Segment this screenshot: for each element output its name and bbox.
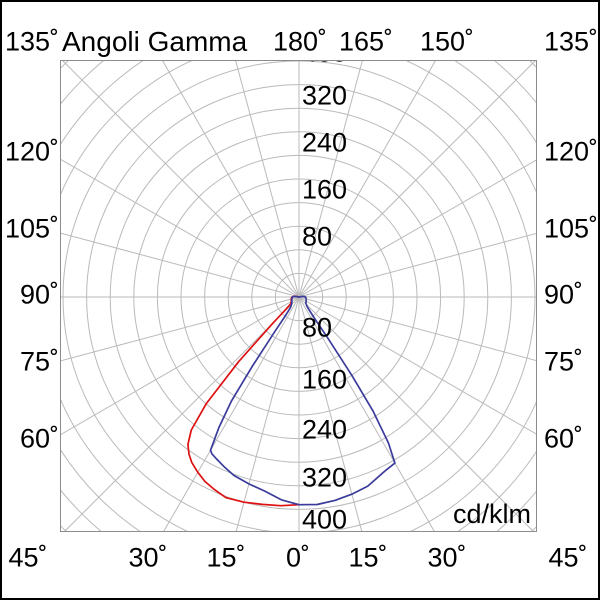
angle-label-top-135-right: 135˚	[544, 26, 599, 57]
angle-label-top-150: 150˚	[419, 26, 475, 57]
grid-ray	[298, 61, 363, 298]
angle-label-bottom-15-right: 15˚	[348, 542, 388, 573]
angle-label-right-120: 120˚	[544, 136, 599, 167]
grid-ray	[235, 61, 300, 298]
grid-ray	[298, 296, 536, 362]
polar-chart-canvas	[61, 61, 536, 531]
angle-label-left-90: 90˚	[19, 279, 59, 310]
polar-plot-area: 400 320 240 160 80 80 160 240 320 400 cd…	[60, 60, 537, 532]
grid-ray	[298, 296, 534, 531]
angle-label-top-165: 165˚	[338, 26, 394, 57]
grid-ray	[298, 61, 536, 298]
grid-ray	[298, 61, 436, 298]
angle-label-bottom-0: 0˚	[285, 542, 311, 573]
grid-ray	[61, 159, 300, 298]
grid-ray	[61, 296, 300, 362]
page-title: Angoli Gamma	[62, 26, 248, 57]
grid-ray	[162, 61, 300, 298]
angle-label-right-105: 105˚	[544, 213, 599, 244]
grid-ray	[64, 296, 300, 531]
radial-label-down-320: 320	[302, 462, 348, 493]
angle-label-right-90: 90˚	[544, 279, 584, 310]
angle-label-bottom-45-right: 45˚	[548, 542, 588, 573]
curve-blue-plane	[209, 295, 396, 506]
angle-label-bottom-45-left: 45˚	[8, 542, 48, 573]
angle-label-top-135-left: 135˚	[4, 26, 59, 57]
angle-label-top-180: 180˚	[272, 26, 328, 57]
angle-label-left-120: 120˚	[4, 136, 59, 167]
grid-ray	[61, 296, 300, 435]
angle-label-right-60: 60˚	[544, 423, 584, 454]
unit-label: cd/klm	[452, 499, 531, 529]
grid-ray	[298, 232, 536, 298]
grid-ray	[61, 232, 300, 298]
radial-label-down-80: 80	[302, 312, 333, 343]
grid-ray	[62, 61, 300, 298]
grid-ray	[298, 159, 536, 298]
radial-label-up-80: 80	[302, 221, 333, 252]
angle-label-bottom-30-left: 30˚	[128, 542, 168, 573]
radial-label-down-240: 240	[302, 414, 348, 445]
radial-label-up-160: 160	[302, 174, 348, 205]
radial-label-up-320: 320	[302, 80, 348, 111]
radial-label-down-160: 160	[302, 364, 348, 395]
angle-label-left-75: 75˚	[19, 346, 59, 377]
angle-label-bottom-15-left: 15˚	[206, 542, 246, 573]
angle-label-left-105: 105˚	[4, 213, 59, 244]
grid-ray	[235, 296, 300, 531]
grid-ray	[298, 296, 435, 531]
grid-ray	[298, 296, 363, 531]
radial-label-up-400: 400	[302, 61, 347, 67]
angle-label-left-60: 60˚	[19, 423, 59, 454]
radial-label-down-400: 400	[302, 504, 348, 532]
radial-label-up-240: 240	[302, 127, 348, 158]
angle-label-bottom-30-right: 30˚	[427, 542, 467, 573]
grid-ray	[298, 296, 536, 435]
angle-label-right-75: 75˚	[544, 346, 584, 377]
